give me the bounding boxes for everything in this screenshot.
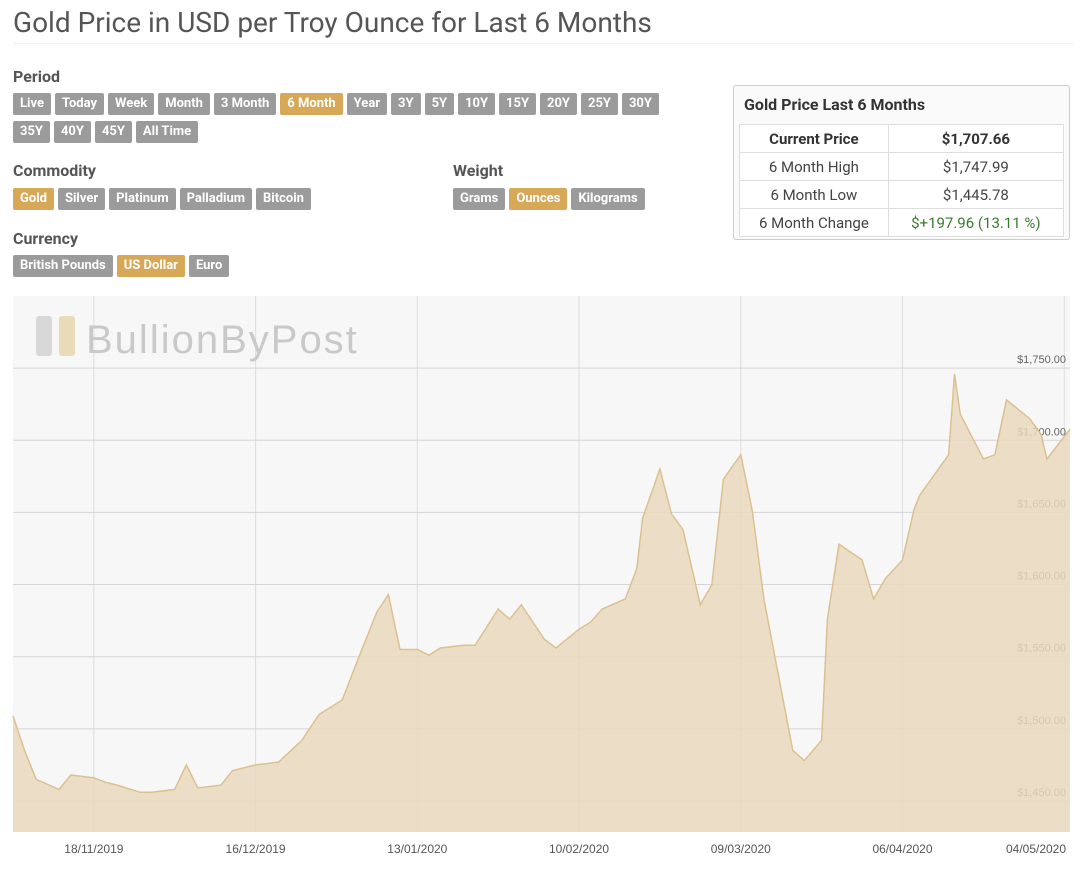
commodity-label: Commodity bbox=[13, 161, 96, 180]
y-tick-label: $1,750.00 bbox=[1017, 354, 1066, 366]
weight-button[interactable]: Kilograms bbox=[571, 188, 645, 210]
logo-bar bbox=[36, 316, 52, 356]
weight-buttons: Grams Ounces Kilograms bbox=[453, 188, 713, 210]
commodity-button[interactable]: Bitcoin bbox=[256, 188, 311, 210]
stats-row: 6 Month Change $+197.96 (13.11 %) bbox=[739, 208, 1065, 237]
period-button[interactable]: Today bbox=[55, 93, 105, 115]
page-title: Gold Price in USD per Troy Ounce for Las… bbox=[13, 6, 1073, 44]
stats-box: Gold Price Last 6 Months Current Price $1… bbox=[733, 85, 1070, 240]
commodity-button[interactable]: Gold bbox=[13, 188, 54, 210]
x-tick-label: 06/04/2020 bbox=[872, 842, 932, 856]
stats-row: Current Price $1,707.66 bbox=[739, 124, 1065, 153]
period-button[interactable]: 40Y bbox=[53, 121, 91, 143]
period-button[interactable]: All Time bbox=[135, 121, 199, 143]
stats-key: 6 Month Low bbox=[739, 180, 889, 209]
weight-button[interactable]: Ounces bbox=[509, 188, 568, 210]
weight-button[interactable]: Grams bbox=[453, 188, 506, 210]
period-buttons: Live Today Week Month 3 Month 6 Month Year 3Y 5Y… bbox=[13, 93, 681, 143]
period-button[interactable]: 45Y bbox=[94, 121, 132, 143]
period-button[interactable]: 15Y bbox=[499, 93, 537, 115]
watermark: BullionByPost bbox=[86, 318, 359, 362]
x-tick-label: 09/03/2020 bbox=[711, 842, 771, 856]
period-button[interactable]: 5Y bbox=[424, 93, 455, 115]
period-button[interactable]: 35Y bbox=[13, 121, 50, 143]
logo-bar bbox=[59, 316, 75, 356]
x-tick-label: 16/12/2019 bbox=[226, 842, 286, 856]
stats-row: 6 Month Low $1,445.78 bbox=[739, 180, 1065, 209]
period-button[interactable]: 25Y bbox=[580, 93, 618, 115]
x-tick-label: 10/02/2020 bbox=[549, 842, 609, 856]
period-button[interactable]: 10Y bbox=[458, 93, 496, 115]
period-button[interactable]: 30Y bbox=[621, 93, 659, 115]
stats-value: $1,445.78 bbox=[887, 180, 1065, 209]
stats-row: 6 Month High $1,747.99 bbox=[739, 152, 1065, 181]
period-button[interactable]: Week bbox=[108, 93, 155, 115]
stats-value: $1,747.99 bbox=[887, 152, 1065, 181]
currency-buttons: British Pounds US Dollar Euro bbox=[13, 255, 313, 277]
currency-button[interactable]: US Dollar bbox=[116, 255, 185, 277]
stats-key: 6 Month Change bbox=[739, 208, 889, 237]
commodity-button[interactable]: Palladium bbox=[179, 188, 252, 210]
stats-value: $1,707.66 bbox=[887, 124, 1065, 153]
period-button[interactable]: Live bbox=[13, 93, 51, 115]
currency-button[interactable]: Euro bbox=[188, 255, 230, 277]
stats-table: Current Price $1,707.66 6 Month High $1,747… bbox=[739, 124, 1065, 237]
currency-label: Currency bbox=[13, 229, 78, 248]
period-button[interactable]: 3Y bbox=[391, 93, 421, 115]
stats-value: $+197.96 (13.11 %) bbox=[887, 208, 1065, 237]
weight-label: Weight bbox=[453, 161, 504, 180]
stats-key: 6 Month High bbox=[739, 152, 889, 181]
commodity-button[interactable]: Silver bbox=[57, 188, 106, 210]
x-tick-label: 18/11/2019 bbox=[64, 842, 123, 856]
period-button[interactable]: 20Y bbox=[540, 93, 577, 115]
stats-title: Gold Price Last 6 Months bbox=[744, 95, 926, 114]
price-line bbox=[12, 373, 1071, 794]
period-button[interactable]: 3 Month bbox=[213, 93, 277, 115]
currency-button[interactable]: British Pounds bbox=[13, 255, 113, 277]
x-tick-label: 04/05/2020 bbox=[1006, 842, 1066, 856]
stats-key: Current Price bbox=[739, 124, 889, 153]
commodity-button[interactable]: Platinum bbox=[109, 188, 176, 210]
x-tick-label: 13/01/2020 bbox=[387, 842, 447, 856]
period-button[interactable]: 6 Month bbox=[280, 93, 343, 115]
period-button[interactable]: Year bbox=[346, 93, 388, 115]
period-button[interactable]: Month bbox=[158, 93, 210, 115]
commodity-buttons: Gold Silver Platinum Palladium Bitcoin bbox=[13, 188, 433, 210]
period-label: Period bbox=[13, 67, 60, 86]
